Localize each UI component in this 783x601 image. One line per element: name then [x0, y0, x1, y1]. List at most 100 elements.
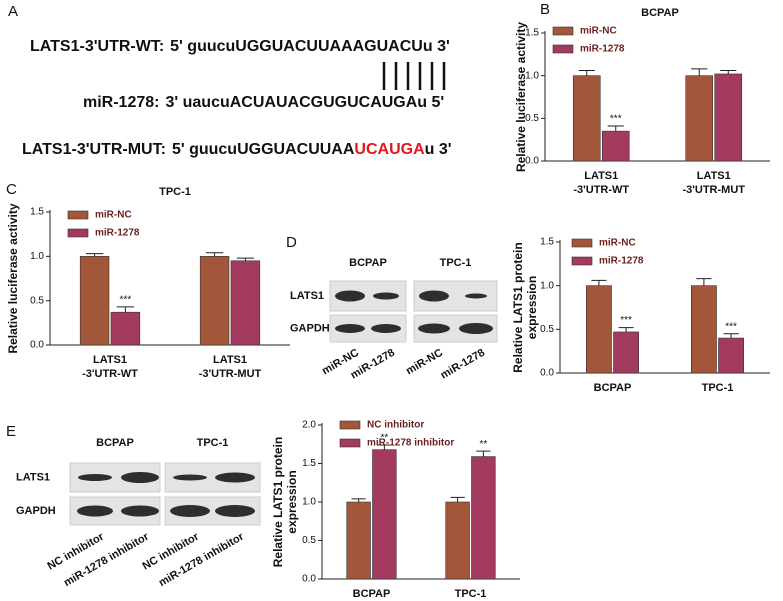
sequence-line: LATS1-3'UTR-WT: 5' guucuUGGUACUUAAAGUACUu… — [30, 38, 450, 55]
blot-band — [459, 323, 493, 334]
x-tick-label: -3'UTR-WT — [82, 368, 138, 380]
sequence-part: 3' uaucuACUAUACGUGUCAUGAu 5' — [165, 94, 444, 111]
error-bar — [377, 444, 392, 450]
y-tick-label: 1.5 — [525, 28, 539, 39]
y-tick-label: 1.0 — [30, 251, 44, 262]
x-tick-label: LATS1 — [584, 170, 618, 182]
y-tick-label: 1.0 — [302, 497, 316, 508]
y-axis-label: Relative LATS1 protein — [511, 242, 525, 372]
error-bar — [696, 278, 712, 286]
y-axis-label: expression — [285, 470, 299, 533]
cell-line-label: TPC-1 — [440, 257, 472, 269]
cell-line-label: TPC-1 — [197, 437, 229, 449]
y-axis-label: Relative luciferase activity — [6, 203, 20, 353]
error-bar — [618, 327, 634, 332]
blot-band — [373, 292, 399, 300]
legend-swatch — [571, 256, 593, 266]
x-tick-label: -3'UTR-WT — [573, 184, 629, 196]
legend-swatch — [552, 44, 574, 54]
sequence-part: 5' guucuUGGUACUUAAAGUACUu 3' — [170, 38, 450, 55]
blot-band — [121, 505, 159, 517]
blot-band — [78, 474, 112, 481]
bar — [718, 337, 745, 374]
blot-row-label: GAPDH — [16, 505, 56, 517]
sequence-label: LATS1-3'UTR-WT: — [30, 38, 164, 55]
y-tick-label: 1.0 — [525, 70, 539, 81]
blot-band — [215, 505, 255, 517]
blot-band — [170, 505, 210, 517]
x-tick-label: TPC-1 — [702, 382, 734, 394]
sequence-part: UCAUGA — [354, 141, 425, 158]
legend-swatch — [67, 228, 89, 238]
legend-label: miR-1278 — [580, 44, 625, 55]
y-tick-label: 0.0 — [30, 340, 44, 351]
error-bar — [578, 70, 595, 76]
legend-label: NC inhibitor — [367, 420, 424, 431]
legend-label: miR-NC — [599, 238, 636, 249]
bar — [110, 311, 141, 346]
legend-swatch — [67, 210, 89, 220]
blot-band — [215, 472, 255, 483]
panel-label: C — [6, 181, 17, 198]
legend-label: miR-NC — [580, 26, 617, 37]
chart-title: BCPAP — [641, 7, 679, 19]
bar — [690, 285, 717, 374]
blot-row-label: LATS1 — [16, 471, 50, 483]
bar — [199, 256, 230, 346]
error-bar — [607, 125, 624, 132]
y-axis-label: Relative luciferase activity — [514, 22, 528, 172]
significance-label: *** — [120, 295, 132, 306]
significance-label: *** — [620, 315, 632, 326]
legend-swatch — [552, 26, 574, 36]
x-tick-label: BCPAP — [353, 588, 391, 600]
error-bar — [236, 257, 255, 261]
bar — [572, 75, 601, 162]
cell-line-label: BCPAP — [349, 257, 387, 269]
chart-title: TPC-1 — [159, 186, 191, 198]
legend-label: miR-1278 — [599, 256, 644, 267]
blot-band — [121, 472, 159, 483]
panel-label: E — [6, 423, 16, 440]
error-bar — [351, 498, 366, 502]
sequence-part: u 3' — [425, 141, 452, 158]
blot-row-label: GAPDH — [290, 322, 330, 334]
x-tick-label: LATS1 — [213, 354, 247, 366]
error-bar — [591, 279, 607, 286]
blot-band — [465, 293, 487, 299]
lane-label: miR-1278 inhibitor — [157, 530, 247, 589]
significance-label: *** — [610, 114, 622, 125]
error-bar — [205, 252, 224, 257]
blot-band — [77, 505, 113, 517]
lane-label: miR-1278 inhibitor — [62, 530, 152, 589]
bar — [230, 260, 261, 346]
bar — [613, 331, 640, 374]
error-bar — [116, 306, 135, 313]
sequence-label: miR-1278: — [83, 94, 159, 111]
legend-swatch — [571, 238, 593, 248]
legend-label: miR-1278 — [95, 228, 140, 239]
y-tick-label: 2.0 — [302, 420, 316, 431]
bar — [346, 501, 371, 580]
y-tick-label: 0.5 — [302, 535, 316, 546]
y-tick-label: 0.0 — [302, 574, 316, 585]
y-axis-label: Relative LATS1 protein — [271, 437, 285, 567]
x-tick-label: LATS1 — [93, 354, 127, 366]
sequence-line: miR-1278: 3' uaucuACUAUACGUGUCAUGAu 5' — [83, 94, 444, 111]
x-tick-label: LATS1 — [697, 170, 731, 182]
y-tick-label: 0.5 — [540, 324, 554, 335]
sequence-part: 5' guucuUGGUACUUAA — [172, 141, 355, 158]
bar — [372, 449, 397, 580]
legend-label: miR-NC — [95, 210, 132, 221]
error-bar — [720, 70, 737, 74]
lane-label: miR-1278 — [439, 347, 487, 382]
bar — [585, 285, 612, 374]
significance-label: *** — [725, 321, 737, 332]
legend-swatch — [339, 420, 361, 430]
y-axis-label: expression — [525, 276, 539, 339]
error-bar — [723, 333, 739, 339]
bar — [601, 130, 630, 162]
error-bar — [450, 496, 465, 502]
error-bar — [85, 253, 104, 257]
x-tick-label: -3'UTR-MUT — [199, 368, 262, 380]
